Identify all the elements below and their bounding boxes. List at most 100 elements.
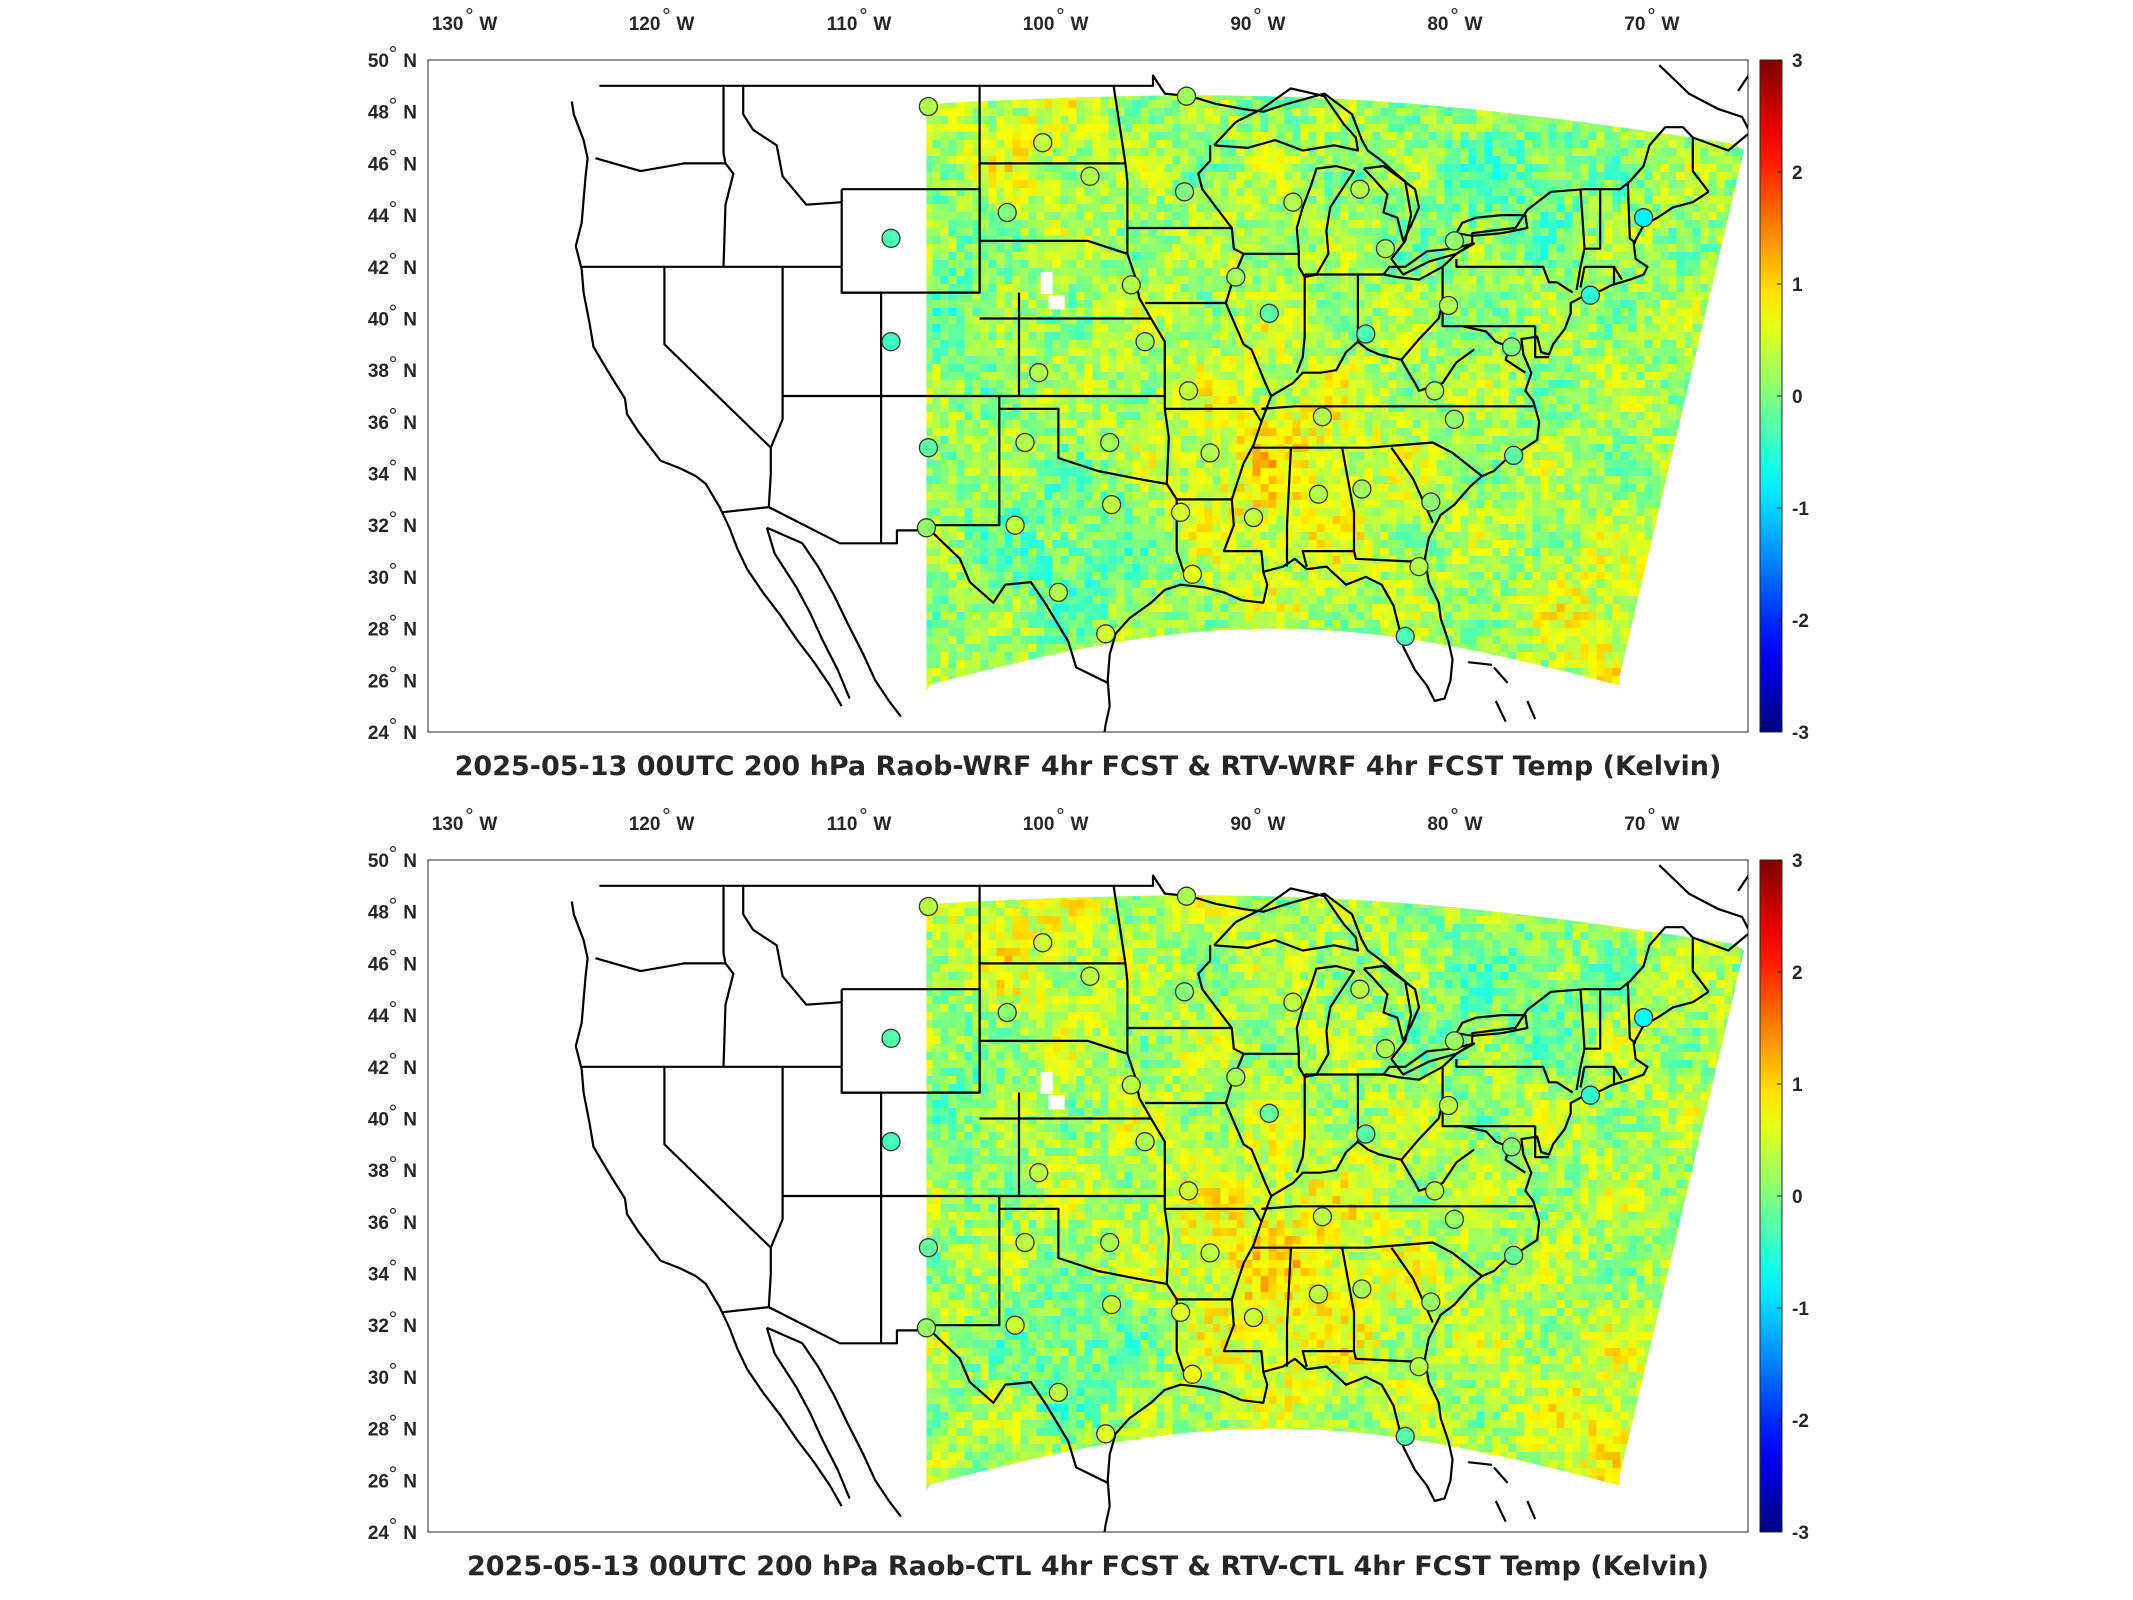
latitude-hemisphere-label: N: [403, 516, 417, 537]
degree-symbol: [390, 356, 397, 363]
degree-symbol: [390, 1001, 397, 1008]
latitude-hemisphere-label: N: [403, 851, 417, 872]
raob-station-marker: [1200, 1243, 1220, 1263]
raob-station-marker: [1200, 443, 1220, 463]
degree-symbol: [390, 459, 397, 466]
latitude-hemisphere-label: N: [403, 1420, 417, 1441]
degree-symbol: [390, 562, 397, 569]
degree-symbol: [1451, 808, 1458, 815]
colorbar-tick-label: 3: [1792, 51, 1803, 72]
latitude-tick-label: 32: [368, 516, 389, 537]
degree-symbol: [1057, 808, 1064, 815]
latitude-hemisphere-label: N: [403, 465, 417, 486]
degree-symbol: [663, 808, 670, 815]
latitude-tick-label: 30: [368, 568, 389, 589]
latitude-tick-label: 26: [368, 671, 389, 692]
longitude-hemisphere-label: W: [1267, 814, 1285, 835]
degree-symbol: [466, 8, 473, 15]
longitude-tick-label: 80: [1427, 814, 1448, 835]
raob-station-marker: [1170, 1302, 1191, 1322]
raob-station-marker: [1226, 267, 1246, 287]
raob-station-marker: [918, 1238, 939, 1258]
longitude-hemisphere-label: W: [1464, 14, 1482, 35]
colorbar-tick-label: -2: [1792, 611, 1809, 632]
latitude-tick-label: 34: [368, 465, 390, 486]
latitude-tick-label: 48: [368, 103, 389, 124]
raob-station-marker: [1356, 1124, 1376, 1144]
degree-symbol: [390, 1311, 397, 1318]
raob-station-marker: [1312, 407, 1333, 427]
latitude-hemisphere-label: N: [403, 1368, 417, 1389]
longitude-hemisphere-label: W: [1464, 814, 1482, 835]
longitude-hemisphere-label: W: [676, 814, 694, 835]
latitude-tick-label: 42: [368, 258, 389, 279]
longitude-hemisphere-label: W: [479, 814, 497, 835]
raob-station-marker: [1395, 626, 1415, 647]
raob-station-marker: [1121, 275, 1141, 295]
map-title: 2025-05-13 00UTC 200 hPa Raob-WRF 4hr FC…: [455, 751, 1722, 782]
longitude-hemisphere-label: W: [1267, 14, 1285, 35]
degree-symbol: [1648, 808, 1655, 815]
raob-station-marker: [1135, 1132, 1155, 1152]
colorbar-tick-label: 2: [1792, 163, 1803, 184]
raob-station-marker: [1409, 556, 1429, 577]
degree-symbol: [390, 149, 397, 156]
raob-station-marker: [1226, 1067, 1246, 1087]
degree-symbol: [390, 1517, 397, 1524]
raob-station-marker: [918, 896, 939, 917]
raob-station-marker: [1375, 1039, 1396, 1059]
raob-station-marker: [1409, 1356, 1429, 1377]
longitude-tick-label: 120: [629, 14, 661, 35]
latitude-hemisphere-label: N: [403, 671, 417, 692]
degree-symbol: [466, 808, 473, 815]
latitude-hemisphere-label: N: [403, 309, 417, 330]
longitude-tick-label: 110: [827, 814, 858, 835]
raob-station-marker: [1444, 231, 1465, 251]
raob-station-marker: [881, 332, 901, 352]
raob-station-marker: [1174, 182, 1195, 202]
raob-stations: [881, 886, 1654, 1447]
raob-station-marker: [997, 202, 1017, 223]
map-figure-bottom: 130 W 120 W 110 W 100 W 90 W 80 W 70 WN50N48N46N44N42…: [368, 808, 1809, 1582]
longitude-tick-label: 100: [1023, 14, 1055, 35]
raob-station-marker: [1425, 1181, 1445, 1201]
degree-symbol: [390, 666, 397, 673]
latitude-tick-label: 26: [368, 1471, 389, 1492]
raob-station-marker: [1005, 515, 1025, 535]
raob-station-marker: [1243, 507, 1264, 528]
raob-station-marker: [1421, 492, 1441, 512]
latitude-tick-label: 44: [368, 206, 390, 227]
raob-station-marker: [1352, 1279, 1372, 1299]
longitude-tick-label: 70: [1624, 814, 1645, 835]
colorbar-tick-label: -3: [1792, 723, 1809, 744]
raob-station-marker: [1259, 303, 1279, 323]
degree-symbol: [663, 8, 670, 15]
latitude-tick-label: 34: [368, 1265, 390, 1286]
raob-station-marker: [1048, 582, 1069, 603]
coastlines-and-borders: [570, 864, 1748, 1532]
raob-station-marker: [1356, 324, 1376, 344]
longitude-tick-label: 90: [1230, 14, 1251, 35]
degree-symbol: [390, 1156, 397, 1163]
degree-symbol: [390, 201, 397, 208]
latitude-tick-label: 28: [368, 620, 389, 641]
degree-symbol: [390, 949, 397, 956]
raob-station-marker: [1080, 166, 1100, 186]
degree-symbol: [390, 252, 397, 259]
latitude-hemisphere-label: N: [403, 1523, 417, 1544]
latitude-hemisphere-label: N: [403, 206, 417, 227]
latitude-hemisphere-label: N: [403, 1161, 417, 1182]
longitude-hemisphere-label: W: [676, 14, 694, 35]
latitude-hemisphere-label: N: [403, 1265, 417, 1286]
raob-station-marker: [1100, 432, 1120, 453]
raob-station-marker: [1350, 179, 1370, 199]
latitude-tick-label: 40: [368, 309, 389, 330]
raob-station-marker: [918, 438, 939, 458]
longitude-tick-label: 130: [432, 814, 464, 835]
raob-station-marker: [881, 1028, 901, 1048]
latitude-tick-label: 24: [368, 723, 390, 744]
latitude-tick-label: 40: [368, 1109, 389, 1130]
longitude-hemisphere-label: W: [1070, 814, 1088, 835]
raob-station-marker: [1029, 1163, 1049, 1183]
latitude-hemisphere-label: N: [403, 1058, 417, 1079]
